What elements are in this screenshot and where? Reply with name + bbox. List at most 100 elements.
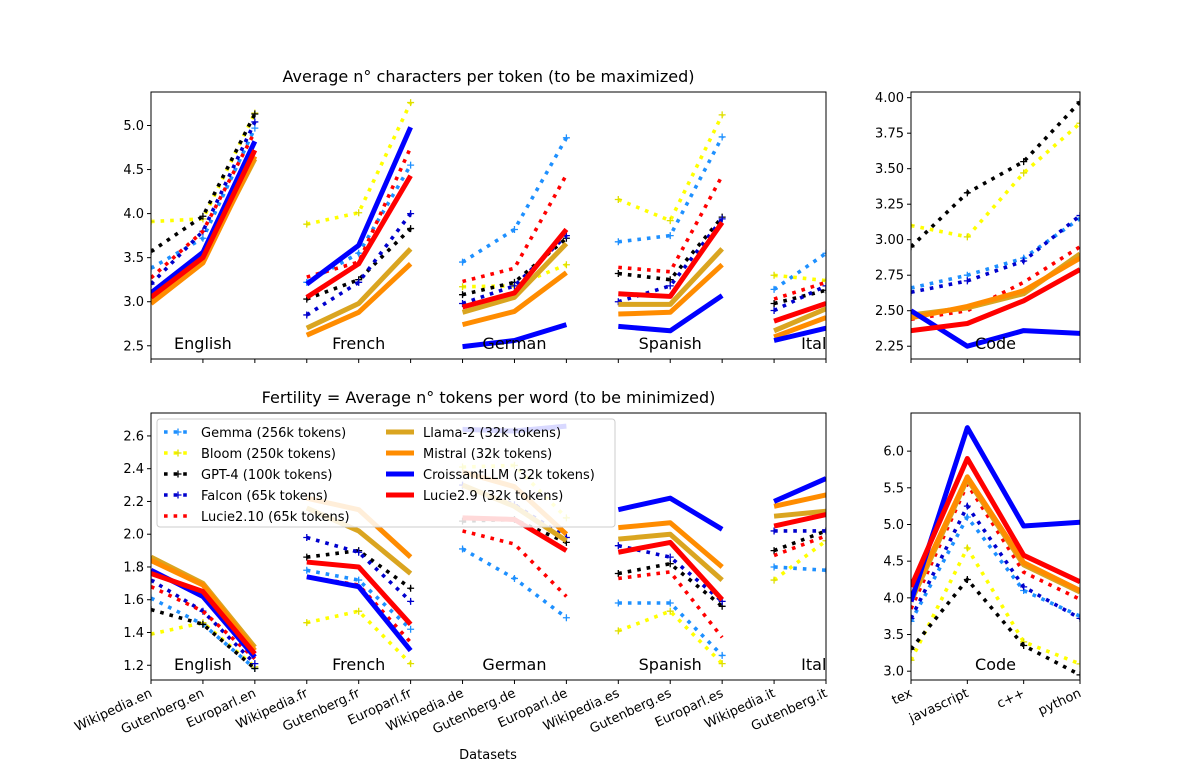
series-lucie2-9-32k-tokens-line bbox=[305, 174, 413, 300]
series-bloom-250k-tokens-point bbox=[407, 99, 415, 107]
series-gemma-256k-tokens-point bbox=[151, 264, 155, 272]
series-bloom-250k-tokens-point bbox=[963, 233, 971, 241]
series-bloom-250k-tokens-line bbox=[151, 112, 257, 224]
series-mistral-32k-tokens-line bbox=[618, 520, 724, 569]
series-bloom-250k-tokens-line bbox=[617, 114, 724, 223]
panel-characters-per-token-languages: 2.5 3.0 3.5 4.0 4.5 5.0 English French German Spa… bbox=[123, 67, 851, 363]
series-mistral-32k-tokens bbox=[911, 256, 1080, 321]
series-gemma-256k-tokens-point bbox=[718, 651, 726, 659]
series-lucie2-9-32k-tokens bbox=[151, 512, 826, 656]
series-bloom-250k-tokens-point bbox=[459, 283, 467, 291]
series-bloom-250k-tokens bbox=[911, 119, 1080, 241]
legend-entry-mistral-32k-tokens: Mistral (32k tokens) bbox=[386, 447, 552, 462]
series-mistral-32k-tokens-line bbox=[151, 155, 258, 306]
series-lucie2-10-65k-tokens bbox=[911, 480, 1080, 610]
series-falcon-65k-tokens bbox=[911, 212, 1080, 296]
y-tick-label: 4.5 bbox=[883, 555, 904, 570]
series-lucie2-9-32k-tokens-line bbox=[773, 301, 826, 324]
series-bloom-250k-tokens-point bbox=[614, 196, 622, 204]
series-bloom-250k-tokens-point bbox=[822, 537, 826, 545]
y-tick-label: 3.0 bbox=[123, 295, 144, 310]
series-lucie2-9-32k-tokens bbox=[151, 149, 826, 324]
series-gpt-4-100k-tokens-point bbox=[963, 576, 971, 584]
y-tick-label: 6.0 bbox=[883, 445, 904, 460]
y-tick-label: 3.5 bbox=[883, 628, 904, 643]
y-tick-label: 2.50 bbox=[875, 304, 904, 319]
chart-title: Fertility = Average n° tokens per word (… bbox=[262, 388, 716, 407]
series-mistral-32k-tokens-line bbox=[773, 492, 826, 509]
series-falcon-65k-tokens-point bbox=[251, 660, 259, 668]
group-label-german: German bbox=[482, 334, 546, 353]
series-falcon-65k-tokens-point bbox=[355, 278, 363, 286]
y-tick-label: 3.00 bbox=[875, 233, 904, 248]
group-label-french: French bbox=[332, 334, 385, 353]
series-gemma-256k-tokens-point bbox=[355, 249, 363, 257]
series-bloom-250k-tokens-point bbox=[666, 217, 674, 225]
series-gemma-256k-tokens-point bbox=[151, 594, 155, 602]
series-falcon-65k-tokens-point bbox=[822, 527, 826, 535]
series-bloom-250k-tokens-point bbox=[911, 656, 915, 664]
series-gpt-4-100k-tokens-point bbox=[303, 553, 311, 561]
series-croissantllm-32k-tokens-line bbox=[911, 425, 1080, 603]
series-gpt-4-100k-tokens-point bbox=[199, 212, 207, 220]
y-tick-label: 4.0 bbox=[883, 591, 904, 606]
series-gpt-4-100k-tokens-point bbox=[614, 270, 622, 278]
series-gemma-256k-tokens-line bbox=[461, 547, 568, 620]
series-bloom-250k-tokens bbox=[911, 544, 1080, 668]
group-label-french: French bbox=[332, 655, 385, 674]
series-gemma-256k-tokens-point bbox=[199, 234, 207, 242]
y-tick-label: 2.0 bbox=[123, 528, 144, 543]
y-tick-label: 1.4 bbox=[123, 626, 144, 641]
series-falcon-65k-tokens-line bbox=[305, 212, 413, 317]
series-lucie2-9-32k-tokens-line bbox=[306, 559, 413, 626]
legend-entry-gpt-4-100k-tokens-label: GPT-4 (100k tokens) bbox=[201, 468, 333, 483]
series-lucie2-9-32k-tokens-line bbox=[773, 512, 826, 529]
series-bloom-250k-tokens-line bbox=[773, 273, 826, 283]
group-label-italian: Italian bbox=[801, 334, 851, 353]
series-lucie2-10-65k-tokens-line bbox=[462, 173, 568, 284]
y-tick-label: 2.4 bbox=[123, 462, 144, 477]
series-mistral-32k-tokens-line bbox=[911, 474, 1080, 599]
series-gpt-4-100k-tokens-point bbox=[407, 584, 415, 592]
series-gemma-256k-tokens-point bbox=[407, 625, 415, 633]
y-tick-label: 4.5 bbox=[123, 163, 144, 178]
y-tick-label: 2.6 bbox=[123, 429, 144, 444]
series-falcon-65k-tokens-point bbox=[666, 282, 674, 290]
series-gpt-4-100k-tokens-line bbox=[462, 517, 568, 545]
legend-entry-lucie2-10-65k-tokens-label: Lucie2.10 (65k tokens) bbox=[201, 510, 350, 525]
series-lucie2-9-32k-tokens-line bbox=[618, 220, 725, 299]
series-gemma-256k-tokens-point bbox=[614, 238, 622, 246]
series-lucie2-9-32k-tokens bbox=[911, 267, 1080, 334]
series-lucie2-9-32k-tokens-line bbox=[151, 149, 258, 300]
series-gpt-4-100k-tokens-point bbox=[1076, 98, 1080, 106]
x-tick-label-javascript: javascript bbox=[906, 686, 971, 727]
legend-entry-gemma-256k-tokens-label: Gemma (256k tokens) bbox=[201, 426, 346, 441]
series-gpt-4-100k-tokens-point bbox=[199, 620, 207, 628]
series-falcon-65k-tokens-point bbox=[1020, 583, 1028, 591]
series-lucie2-9-32k-tokens-line bbox=[461, 227, 569, 310]
series-gpt-4-100k-tokens-point bbox=[151, 606, 155, 614]
series-lucie2-10-65k-tokens bbox=[151, 529, 826, 661]
legend-entry-llama-2-32k-tokens-label: Llama-2 (32k tokens) bbox=[423, 426, 561, 441]
series-falcon-65k-tokens-line bbox=[151, 121, 257, 286]
y-tick-label: 5.0 bbox=[883, 518, 904, 533]
y-tick-label: 5.0 bbox=[123, 119, 144, 134]
series-gpt-4-100k-tokens-point bbox=[666, 560, 674, 568]
y-tick-label: 3.75 bbox=[875, 127, 904, 142]
series-llama-2-32k-tokens-line bbox=[305, 247, 413, 331]
series-gpt-4-100k-tokens-point bbox=[1020, 158, 1028, 166]
series-gemma-256k-tokens-point bbox=[355, 576, 363, 584]
series-gpt-4-100k-tokens bbox=[151, 110, 826, 307]
series-bloom-250k-tokens-point bbox=[303, 619, 311, 627]
series-falcon-65k-tokens-point bbox=[718, 215, 726, 223]
series-llama-2-32k-tokens-line bbox=[461, 241, 569, 315]
series-falcon-65k-tokens-point bbox=[1076, 212, 1080, 220]
group-label-english: English bbox=[174, 334, 232, 353]
panel-characters-per-token-code: 2.25 2.50 2.75 3.00 3.25 3.50 3.75 4.00 Code bbox=[875, 91, 1081, 363]
series-gpt-4-100k-tokens-point bbox=[911, 645, 915, 653]
series-gpt-4-100k-tokens-point bbox=[822, 286, 826, 294]
series-falcon-65k-tokens bbox=[151, 118, 826, 319]
series-falcon-65k-tokens-point bbox=[770, 307, 778, 315]
legend-entry-lucie2-9-32k-tokens-label: Lucie2.9 (32k tokens) bbox=[423, 489, 563, 504]
series-gpt-4-100k-tokens bbox=[911, 576, 1080, 679]
